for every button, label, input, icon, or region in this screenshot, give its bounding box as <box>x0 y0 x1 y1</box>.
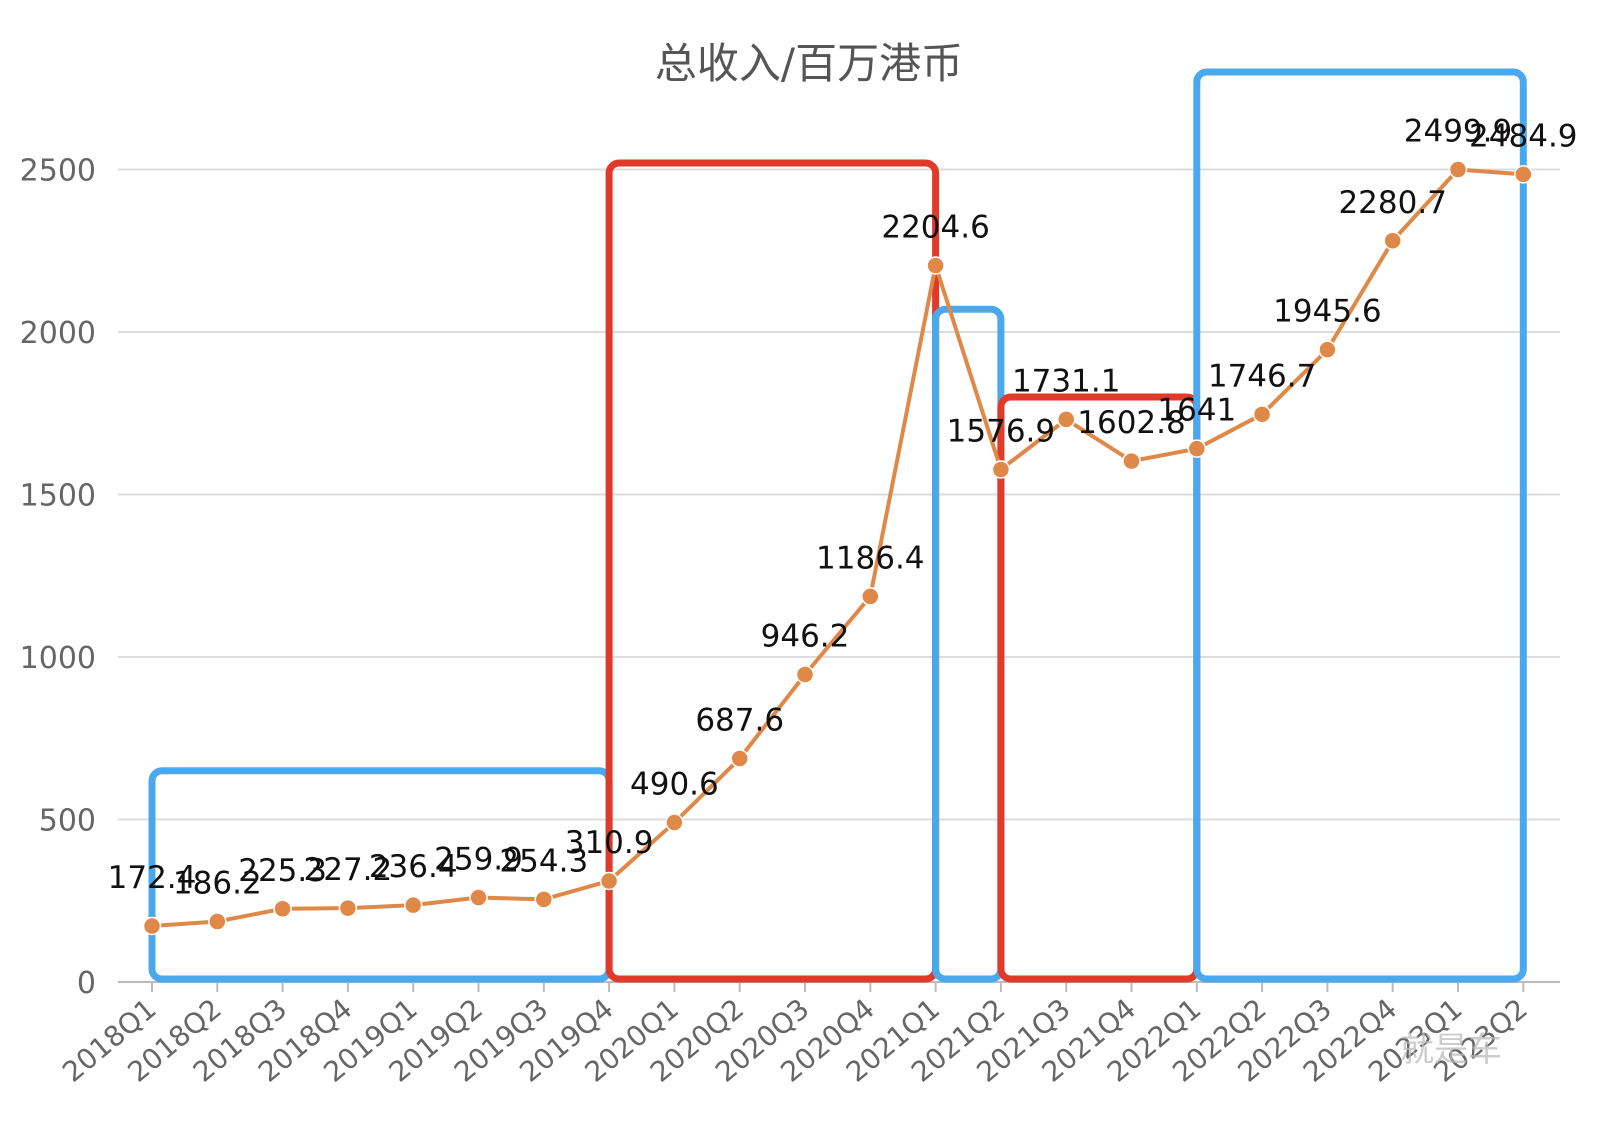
data-point <box>1187 439 1207 458</box>
annotation-box <box>1193 68 1527 983</box>
data-point <box>991 460 1011 479</box>
y-tick-label: 0 <box>77 966 96 1001</box>
data-label: 946.2 <box>761 618 850 654</box>
data-label: 1731.1 <box>1012 363 1120 399</box>
data-label: 2280.7 <box>1338 185 1446 221</box>
data-label: 2499.9 <box>1404 114 1512 150</box>
data-point <box>273 899 292 919</box>
data-label: 186.2 <box>173 865 262 901</box>
data-point <box>403 895 423 915</box>
data-point <box>1318 340 1337 359</box>
data-label: 1602.8 <box>1077 405 1185 441</box>
data-labels: 172.4186.2225.3227.2236.4259.9254.3310.9… <box>108 114 1578 902</box>
y-tick-label: 2500 <box>20 154 96 189</box>
annotation-box <box>997 393 1201 983</box>
data-label: 254.3 <box>499 843 588 879</box>
series-line <box>151 167 1524 928</box>
data-label: 1746.7 <box>1208 358 1316 394</box>
data-label: 225.3 <box>238 853 327 889</box>
data-point <box>469 888 488 907</box>
data-point <box>142 916 162 936</box>
y-tick-label: 1500 <box>20 479 96 514</box>
x-axis: 2018Q12018Q22018Q32018Q42019Q12019Q22019… <box>56 982 1534 1089</box>
data-point <box>1252 405 1272 424</box>
data-point <box>926 256 945 275</box>
data-point <box>1514 165 1533 184</box>
y-axis: 0 500 1000 1500 2000 2500 <box>20 154 96 1002</box>
data-label: 227.2 <box>304 852 393 888</box>
data-label: 259.9 <box>434 842 523 878</box>
data-label: 236.4 <box>369 849 458 885</box>
y-tick-label: 2000 <box>20 316 96 351</box>
data-point <box>338 898 358 918</box>
data-label: 310.9 <box>565 825 654 861</box>
data-label: 1576.9 <box>947 414 1055 450</box>
chart-title: 总收入/百万港币 <box>654 39 964 88</box>
data-label: 2484.9 <box>1469 118 1577 154</box>
data-label: 1186.4 <box>816 540 924 576</box>
data-label: 687.6 <box>695 703 784 739</box>
data-point <box>534 890 554 909</box>
data-label: 1641 <box>1157 393 1236 429</box>
data-point <box>208 912 227 931</box>
data-point <box>730 749 749 768</box>
data-point <box>599 871 619 891</box>
data-point <box>795 665 815 684</box>
data-label: 490.6 <box>630 767 719 803</box>
data-point <box>1448 160 1468 179</box>
annotation-box <box>932 305 1005 983</box>
y-tick-label: 500 <box>39 804 96 839</box>
y-tick-label: 1000 <box>20 641 96 676</box>
revenue-series <box>142 160 1533 936</box>
data-point <box>1056 410 1076 429</box>
watermark: 就是车 <box>1400 1030 1502 1070</box>
data-label: 2204.6 <box>881 210 989 246</box>
data-point <box>861 587 880 606</box>
annotation-boxes <box>148 68 1527 983</box>
data-point <box>1122 451 1141 471</box>
data-point <box>1383 231 1402 251</box>
data-point <box>665 813 684 832</box>
data-label: 172.4 <box>108 860 197 896</box>
data-label: 1945.6 <box>1273 294 1381 330</box>
